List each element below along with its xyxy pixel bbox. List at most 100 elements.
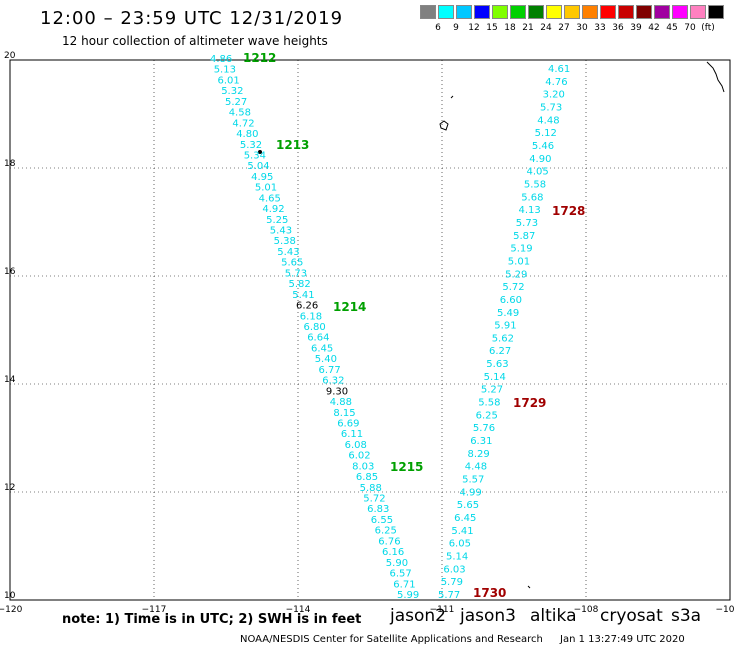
wave-height-value: 5.38 <box>274 236 296 247</box>
legend-label: 9 <box>453 23 459 33</box>
wave-height-value: 8.29 <box>468 449 490 460</box>
x-tick-label: −108 <box>574 605 599 615</box>
legend-label: 21 <box>522 23 534 33</box>
wave-height-value: 6.27 <box>489 346 511 357</box>
time-label: 1730 <box>473 586 506 600</box>
wave-height-value: 4.90 <box>529 154 551 165</box>
island-outline <box>439 120 449 131</box>
wave-height-value: 5.29 <box>505 269 527 280</box>
wave-height-value: 5.25 <box>266 215 288 226</box>
color-legend: 6 9 12 15 18 21 24 27 30 33 36 39 42 45 70 (ft) <box>420 5 730 41</box>
wave-height-value: 6.03 <box>443 564 465 575</box>
wave-height-value: 6.60 <box>500 295 522 306</box>
timestamp-text: Jan 1 13:27:49 UTC 2020 <box>560 634 685 645</box>
y-tick-label: 16 <box>4 267 16 277</box>
satellite-s3a: s3a <box>671 606 702 626</box>
wave-height-value: 5.19 <box>510 244 532 255</box>
legend-label: 12 <box>468 23 480 33</box>
coastline <box>439 61 725 589</box>
x-tick-label: −120 <box>0 605 23 615</box>
track-left: 4.865.136.015.325.274.584.724.805.325.34… <box>210 54 419 601</box>
legend-swatch <box>672 5 688 19</box>
legend-label: 24 <box>540 23 552 33</box>
wave-height-value: 5.57 <box>462 475 484 486</box>
wave-height-value: 4.65 <box>259 193 281 204</box>
wave-height-value: 5.34 <box>244 151 266 162</box>
wave-height-value: 6.11 <box>341 429 363 440</box>
wave-height-value: 6.32 <box>322 376 344 387</box>
wave-height-value: 6.16 <box>382 547 404 558</box>
legend-swatch <box>564 5 580 19</box>
legend-label: 36 <box>612 23 624 33</box>
wave-height-value: 6.83 <box>367 504 389 515</box>
y-tick-label: 10 <box>4 591 16 601</box>
legend-label: 70 <box>684 23 696 33</box>
wave-height-value: 5.04 <box>247 161 269 172</box>
wave-height-value: 5.58 <box>524 180 546 191</box>
wave-height-value: 5.72 <box>363 494 385 505</box>
wave-height-value: 6.57 <box>390 569 412 580</box>
wave-height-value: 5.77 <box>438 590 460 601</box>
wave-height-value: 6.80 <box>304 322 326 333</box>
wave-height-value: 5.01 <box>508 256 530 267</box>
wave-height-value: 6.26 <box>296 301 318 312</box>
legend-label: (ft) <box>701 23 715 33</box>
legend-label: 30 <box>576 23 588 33</box>
legend-label: 45 <box>666 23 678 33</box>
legend-swatch <box>438 5 454 19</box>
wave-height-value: 5.82 <box>289 279 311 290</box>
legend-label: 42 <box>648 23 660 33</box>
time-label: 1729 <box>513 396 546 410</box>
wave-height-value: 8.15 <box>333 408 355 419</box>
legend-label: 39 <box>630 23 642 33</box>
x-tick-label: −111 <box>430 605 455 615</box>
wave-height-value: 5.40 <box>315 354 337 365</box>
wave-height-value: 5.73 <box>516 218 538 229</box>
wave-height-value: 4.99 <box>460 487 482 498</box>
wave-height-value: 5.88 <box>360 483 382 494</box>
wave-height-value: 4.13 <box>519 205 541 216</box>
wave-height-value: 4.58 <box>229 108 251 119</box>
wave-height-value: 5.27 <box>481 385 503 396</box>
wave-height-value: 4.95 <box>251 172 273 183</box>
credit-text: NOAA/NESDIS Center for Satellite Applica… <box>240 634 543 645</box>
grid-lines <box>9 59 731 601</box>
wave-height-value: 5.27 <box>225 97 247 108</box>
wave-height-value: 6.05 <box>449 539 471 550</box>
legend-swatch <box>690 5 706 19</box>
legend-label: 18 <box>504 23 516 33</box>
time-label: 1212 <box>243 51 276 65</box>
wave-height-value: 6.77 <box>319 365 341 376</box>
wave-height-value: 9.30 <box>326 386 348 397</box>
satellite-jason3: jason3 <box>460 606 516 626</box>
wave-height-value: 6.76 <box>378 536 400 547</box>
note-text: note: 1) Time is in UTC; 2) SWH is in fe… <box>62 612 362 627</box>
wave-height-value: 3.20 <box>543 90 565 101</box>
wave-height-value: 4.92 <box>262 204 284 215</box>
wave-height-value: 5.01 <box>255 183 277 194</box>
wave-height-value: 4.86 <box>210 54 232 65</box>
track-marker-dot <box>258 150 262 154</box>
y-tick-label: 20 <box>4 51 16 61</box>
legend-swatch <box>420 5 436 19</box>
x-tick-label: −10 <box>716 605 735 615</box>
page-subtitle: 12 hour collection of altimeter wave hei… <box>62 34 328 48</box>
wave-height-value: 5.99 <box>397 590 419 601</box>
wave-height-value: 5.63 <box>486 359 508 370</box>
wave-height-value: 6.64 <box>307 333 329 344</box>
legend-label: 27 <box>558 23 570 33</box>
wave-height-value: 5.58 <box>478 398 500 409</box>
island-dot <box>527 585 531 589</box>
satellite-cryosat: cryosat <box>600 606 663 626</box>
legend-swatch <box>618 5 634 19</box>
x-tick-label: −114 <box>286 605 311 615</box>
page-title: 12:00 – 23:59 UTC 12/31/2019 <box>40 8 344 29</box>
wave-height-value: 6.31 <box>470 436 492 447</box>
wave-height-value: 4.61 <box>548 64 570 75</box>
legend-swatch <box>510 5 526 19</box>
legend-swatch <box>600 5 616 19</box>
wave-height-value: 5.90 <box>386 558 408 569</box>
wave-height-value: 6.45 <box>454 513 476 524</box>
wave-height-value: 5.32 <box>240 140 262 151</box>
legend-swatch <box>492 5 508 19</box>
